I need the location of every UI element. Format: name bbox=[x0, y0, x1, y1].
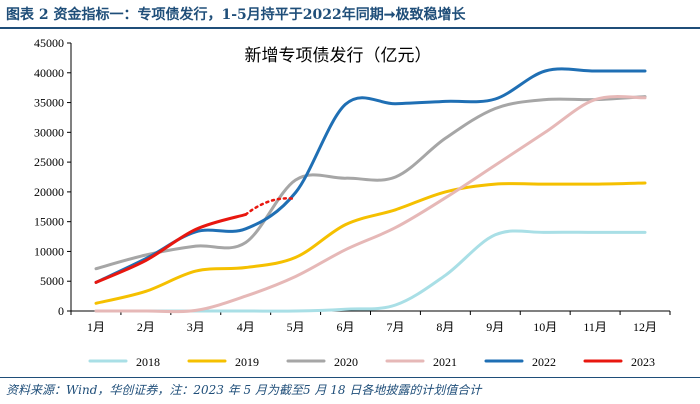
legend-label-2020: 2020 bbox=[334, 355, 358, 369]
y-tick-label: 5000 bbox=[40, 274, 64, 288]
legend-label-2019: 2019 bbox=[235, 355, 259, 369]
series-line-2021 bbox=[94, 95, 647, 314]
y-tick-label: 15000 bbox=[34, 215, 64, 229]
series-line-2020 bbox=[94, 95, 647, 271]
y-tick-label: 25000 bbox=[34, 155, 64, 169]
series-line-2023 bbox=[94, 213, 248, 284]
source-note: 资料来源：Wind，华创证券，注：2023 年 5 月为截至5 月 18 日各地… bbox=[6, 383, 482, 397]
y-tick-label: 20000 bbox=[34, 185, 64, 199]
x-tick-label: 2月 bbox=[137, 320, 155, 334]
series-line-2018 bbox=[94, 229, 647, 313]
y-tick-label: 40000 bbox=[34, 66, 64, 80]
legend-label-2022: 2022 bbox=[532, 355, 556, 369]
x-tick-label: 3月 bbox=[187, 320, 205, 334]
x-tick-label: 9月 bbox=[486, 320, 504, 334]
y-tick-label: 0 bbox=[58, 304, 64, 318]
x-tick-label: 4月 bbox=[237, 320, 255, 334]
series-line-2019 bbox=[94, 181, 647, 305]
x-tick-label: 8月 bbox=[436, 320, 454, 334]
series-projection-2023 bbox=[244, 197, 297, 216]
y-tick-label: 30000 bbox=[34, 125, 64, 139]
legend-label-2018: 2018 bbox=[136, 355, 160, 369]
y-tick-label: 45000 bbox=[34, 36, 64, 50]
y-tick-label: 35000 bbox=[34, 96, 64, 110]
x-tick-label: 6月 bbox=[337, 320, 355, 334]
header-divider bbox=[0, 27, 700, 29]
x-tick-label: 12月 bbox=[633, 320, 657, 334]
figure-header: 图表 2 资金指标一：专项债发行，1-5月持平于2022年同期➞极致稳增长 bbox=[0, 0, 700, 29]
footer-divider bbox=[0, 377, 700, 378]
chart-title: 新增专项债发行（亿元） bbox=[245, 46, 432, 65]
chart: 0 5000 10000 15000 20000 25000 30000 35000 40000… bbox=[34, 36, 671, 369]
legend-label-2021: 2021 bbox=[433, 355, 457, 369]
x-tick-label: 7月 bbox=[386, 320, 404, 334]
x-tick-label: 11月 bbox=[583, 320, 607, 334]
x-tick-label: 10月 bbox=[533, 320, 557, 334]
x-tick-label: 1月 bbox=[87, 320, 105, 334]
legend-label-2023: 2023 bbox=[631, 355, 655, 369]
x-tick-label: 5月 bbox=[287, 320, 305, 334]
figure-title: 图表 2 资金指标一：专项债发行，1-5月持平于2022年同期➞极致稳增长 bbox=[6, 7, 466, 23]
series-line-2022 bbox=[94, 67, 647, 284]
y-tick-label: 10000 bbox=[34, 244, 64, 258]
